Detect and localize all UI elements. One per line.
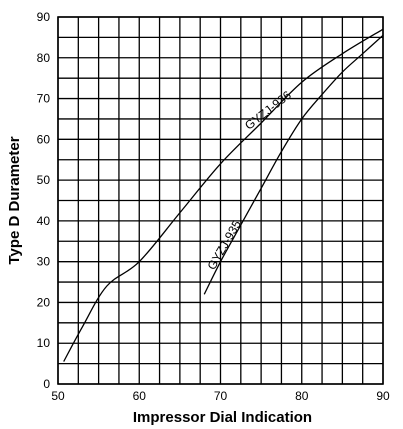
- y-tick-label: 70: [37, 92, 51, 106]
- series-line-gyzj-936: [63, 28, 384, 362]
- y-tick-label: 60: [37, 132, 51, 146]
- series-label-gyzj-936: GYZJ-936: [242, 88, 294, 133]
- x-tick-label: 60: [133, 389, 147, 403]
- y-tick-label: 10: [37, 336, 51, 350]
- y-tick-label: 90: [37, 10, 51, 24]
- plot-frame: [57, 16, 384, 385]
- y-axis-title: Type D Durameter: [6, 136, 23, 264]
- y-tick-label: 30: [37, 255, 51, 269]
- y-tick-label: 50: [37, 173, 51, 187]
- x-tick-label: 80: [295, 389, 309, 403]
- grid: [57, 16, 384, 385]
- y-tick-label: 0: [43, 377, 50, 391]
- x-tick-labels: 50 60 70 80 90: [51, 389, 390, 403]
- series-label-gyzj-935: GYZJ-935: [204, 218, 244, 273]
- x-tick-label: 90: [376, 389, 390, 403]
- series-line-gyzj-935: [203, 34, 384, 295]
- y-tick-label: 40: [37, 214, 51, 228]
- x-tick-label: 70: [214, 389, 228, 403]
- y-tick-labels: 0 10 20 30 40 50 60 70 80 90: [37, 10, 51, 391]
- y-tick-label: 80: [37, 51, 51, 65]
- x-axis-title: Impressor Dial Indication: [133, 409, 312, 426]
- x-tick-label: 50: [51, 389, 65, 403]
- series-lines: [63, 28, 384, 362]
- y-tick-label: 20: [37, 295, 51, 309]
